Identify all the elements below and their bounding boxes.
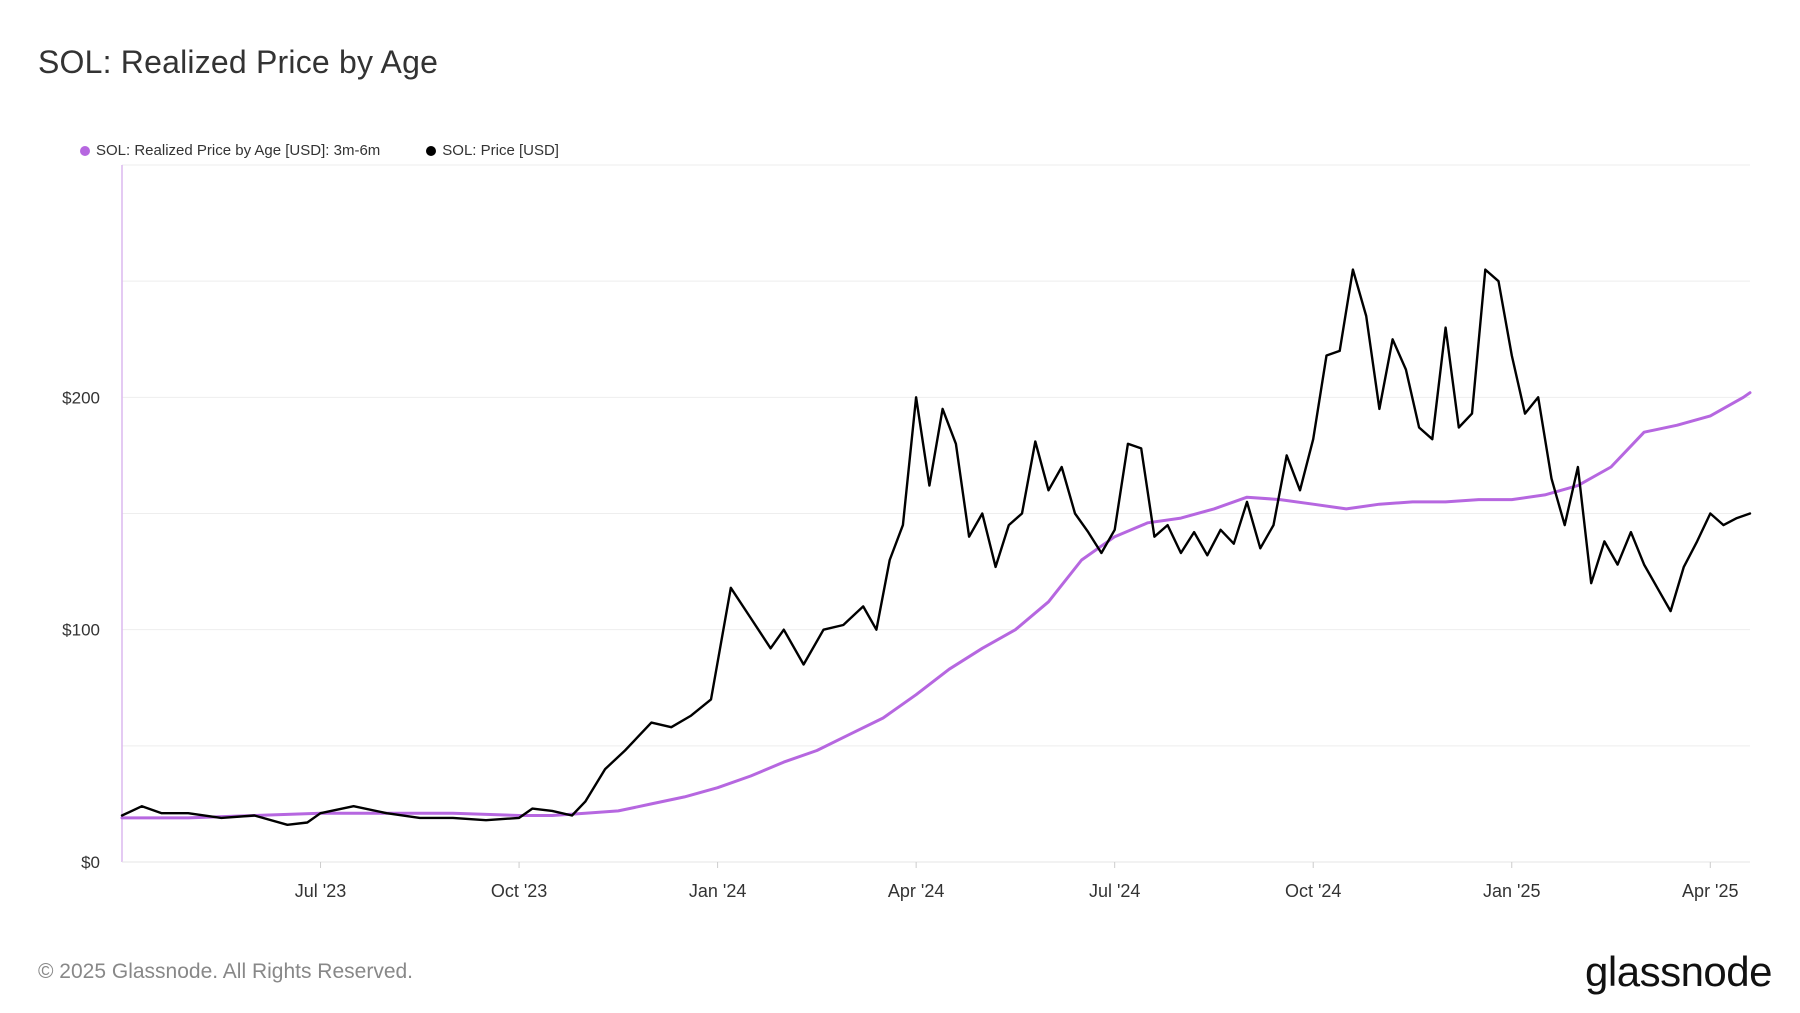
x-tick-label: Jan '25 xyxy=(1483,881,1540,901)
legend-item-realized-price[interactable]: SOL: Realized Price by Age [USD]: 3m-6m xyxy=(80,142,380,159)
x-tick-label: Apr '25 xyxy=(1682,881,1738,901)
x-tick-label: Oct '24 xyxy=(1285,881,1341,901)
x-tick-label: Apr '24 xyxy=(888,881,944,901)
gridlines xyxy=(122,164,1750,863)
legend-item-price[interactable]: SOL: Price [USD] xyxy=(426,142,559,159)
legend-dot-icon xyxy=(80,145,90,156)
series-lines xyxy=(120,268,1752,826)
legend-dot-icon xyxy=(426,145,437,156)
y-tick-label: $0 xyxy=(81,853,100,872)
x-tick-label: Jul '24 xyxy=(1089,881,1140,901)
chart-title: SOL: Realized Price by Age xyxy=(38,44,439,80)
legend-label-realized-price: SOL: Realized Price by Age [USD]: 3m-6m xyxy=(96,142,381,159)
legend-label-price: SOL: Price [USD] xyxy=(442,142,559,159)
copyright-footer: © 2025 Glassnode. All Rights Reserved. xyxy=(38,960,414,983)
x-tick-label: Oct '23 xyxy=(491,881,547,901)
x-tick-label: Jan '24 xyxy=(689,881,746,901)
x-tick-label: Jul '23 xyxy=(295,881,346,901)
series-line-price xyxy=(120,268,1752,826)
axes xyxy=(121,165,1750,868)
series-line-realized-price xyxy=(120,391,1752,820)
y-tick-label: $100 xyxy=(62,621,100,640)
y-tick-label: $200 xyxy=(62,388,100,407)
tick-labels: $0 $100 $200 Jul '23 Oct '23 Jan '24 Apr '24 Ju… xyxy=(62,388,1738,901)
glassnode-logo[interactable]: glassnode xyxy=(1585,948,1772,995)
legend: SOL: Realized Price by Age [USD]: 3m-6m … xyxy=(80,142,559,159)
